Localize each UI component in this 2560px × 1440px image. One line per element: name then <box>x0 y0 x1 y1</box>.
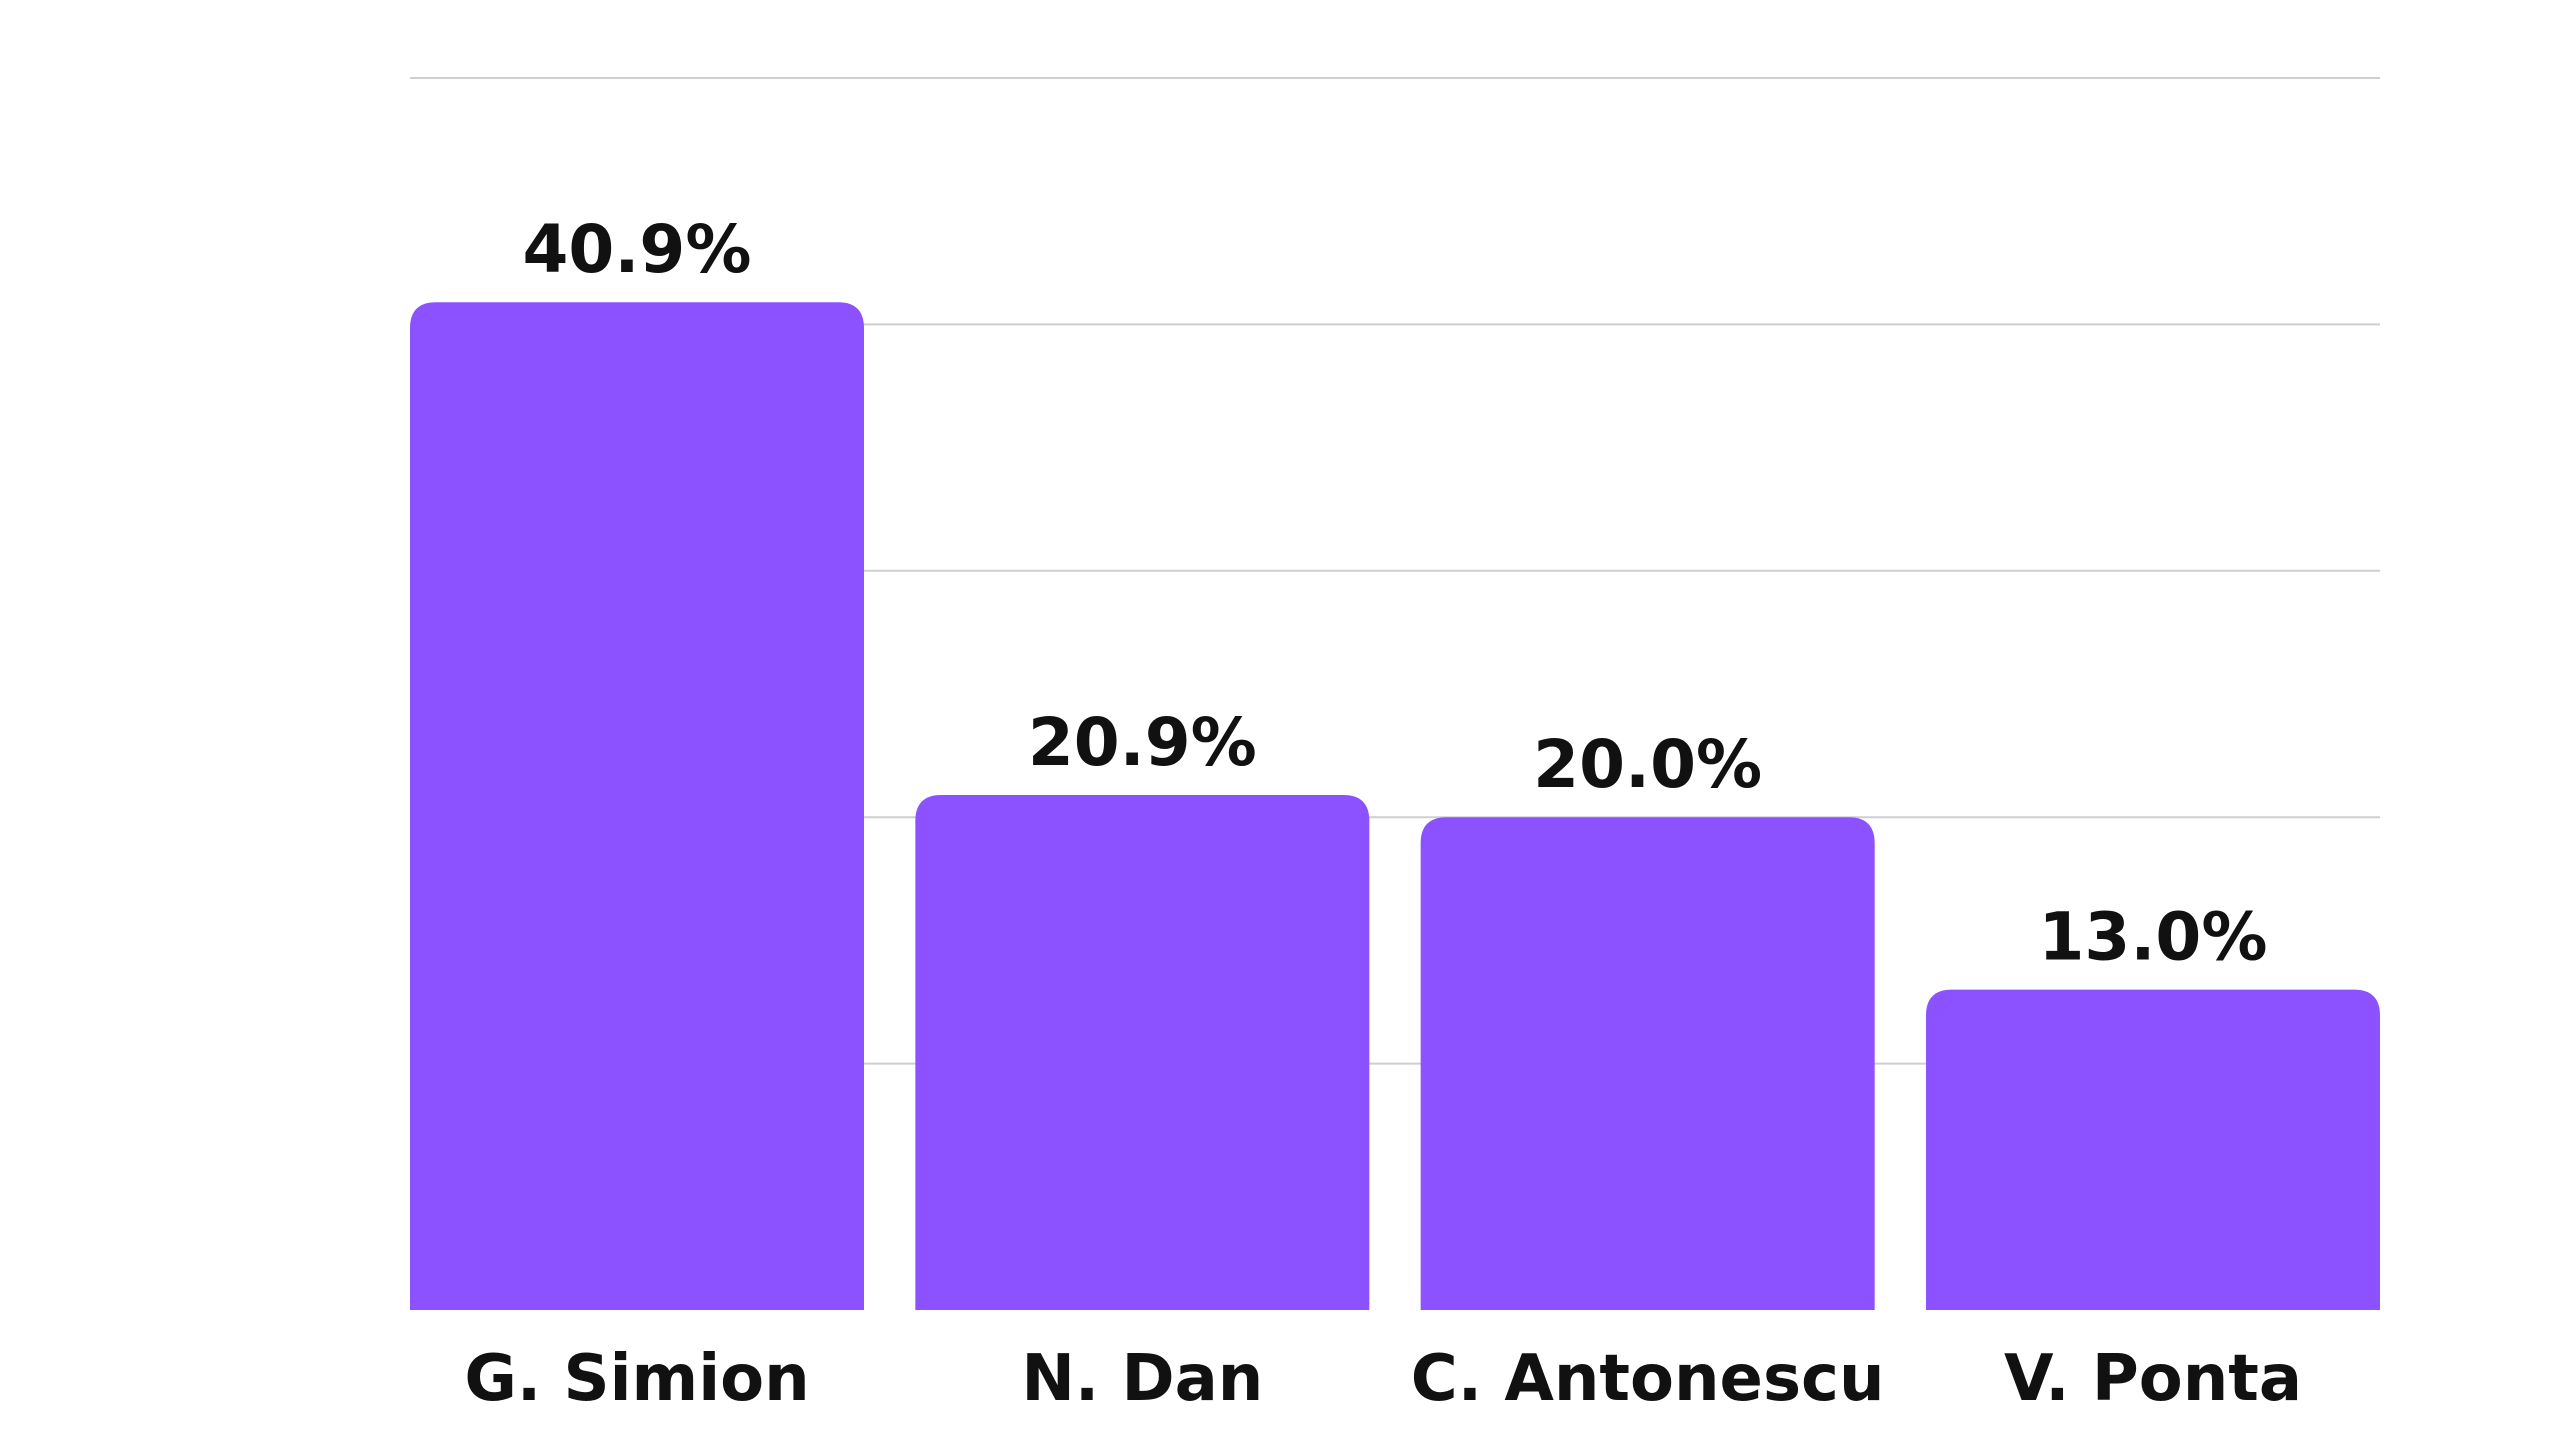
bar-g-simion <box>410 302 864 1310</box>
value-label: 20.9% <box>1028 704 1257 781</box>
value-label: 40.9% <box>523 211 752 288</box>
bar-n-dan <box>915 795 1370 1310</box>
category-label: N. Dan <box>1021 1342 1263 1416</box>
category-label: V. Ponta <box>2004 1342 2302 1416</box>
category-label: C. Antonescu <box>1411 1342 1885 1416</box>
category-labels: G. Simion N. Dan C. Antonescu V. Ponta <box>464 1342 2302 1416</box>
value-labels: 40.9% 20.9% 20.0% 13.0% <box>523 211 2268 975</box>
bar-c-antonescu <box>1420 817 1875 1310</box>
value-label: 20.0% <box>1533 726 1762 803</box>
value-label: 13.0% <box>2039 899 2268 976</box>
bars <box>410 302 2380 1310</box>
category-label: G. Simion <box>464 1342 809 1416</box>
bar-v-ponta <box>1926 989 2380 1310</box>
